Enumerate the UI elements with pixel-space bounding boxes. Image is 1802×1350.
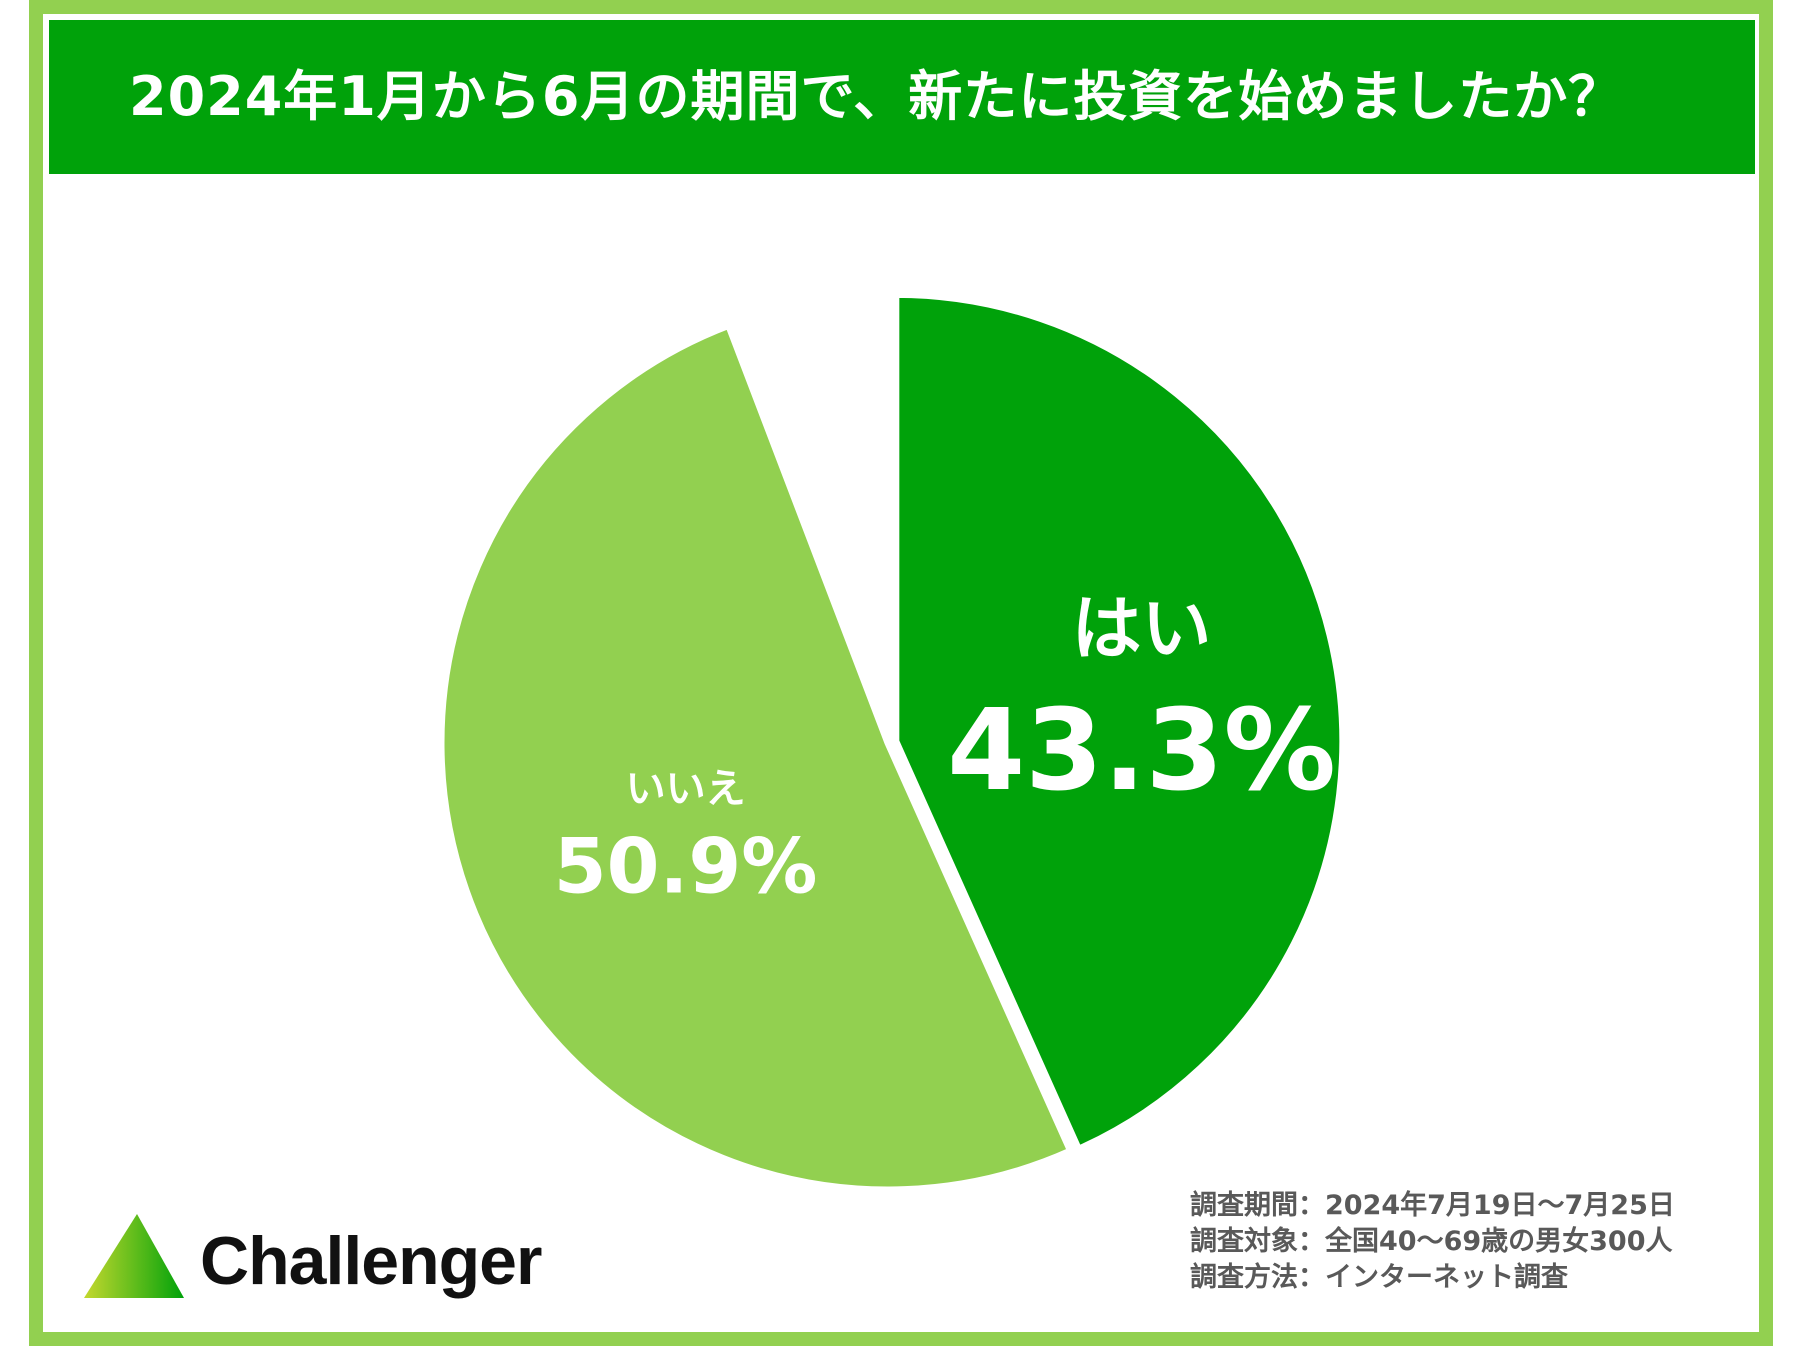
- pie-slice-no: [437, 321, 1075, 1194]
- pie-slice-yes: [892, 290, 1347, 1153]
- survey-period: 調査期間：2024年7月19日～7月25日: [1190, 1190, 1675, 1221]
- slice-value-no: 50.9%: [554, 821, 818, 910]
- slice-label-no: いいえ: [626, 766, 746, 812]
- title-bar: 2024年1月から6月の期間で、新たに投資を始めましたか？: [49, 20, 1755, 174]
- challenger-logo: Challenger: [82, 1210, 602, 1320]
- logo-triangle-icon: [84, 1214, 184, 1298]
- chart-title: 2024年1月から6月の期間で、新たに投資を始めましたか？: [129, 65, 1624, 128]
- survey-info: 調査期間：2024年7月19日～7月25日 調査対象：全国40～69歳の男女30…: [1190, 1188, 1675, 1296]
- survey-method: 調査方法：インターネット調査: [1190, 1262, 1568, 1293]
- slice-value-yes: 43.3%: [947, 686, 1336, 816]
- survey-target: 調査対象：全国40～69歳の男女300人: [1190, 1226, 1673, 1257]
- logo-wordmark: Challenger: [200, 1223, 542, 1299]
- slice-label-yes: はい: [1072, 587, 1212, 669]
